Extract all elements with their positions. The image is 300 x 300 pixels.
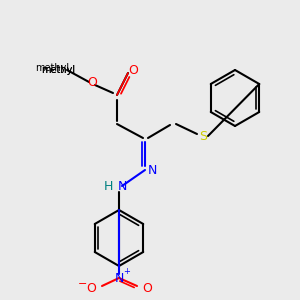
Text: H: H — [103, 181, 113, 194]
Text: O: O — [86, 283, 96, 296]
Text: N: N — [114, 272, 124, 284]
Text: N: N — [117, 181, 127, 194]
Text: methyl: methyl — [35, 63, 69, 73]
Text: N: N — [148, 164, 158, 176]
Text: O: O — [87, 76, 97, 88]
Text: O: O — [142, 283, 152, 296]
Text: O: O — [128, 64, 138, 76]
Text: −: − — [78, 279, 88, 289]
Text: +: + — [124, 268, 130, 277]
Text: methyl: methyl — [41, 65, 75, 75]
Text: methyl: methyl — [41, 65, 75, 75]
Text: S: S — [199, 130, 207, 143]
